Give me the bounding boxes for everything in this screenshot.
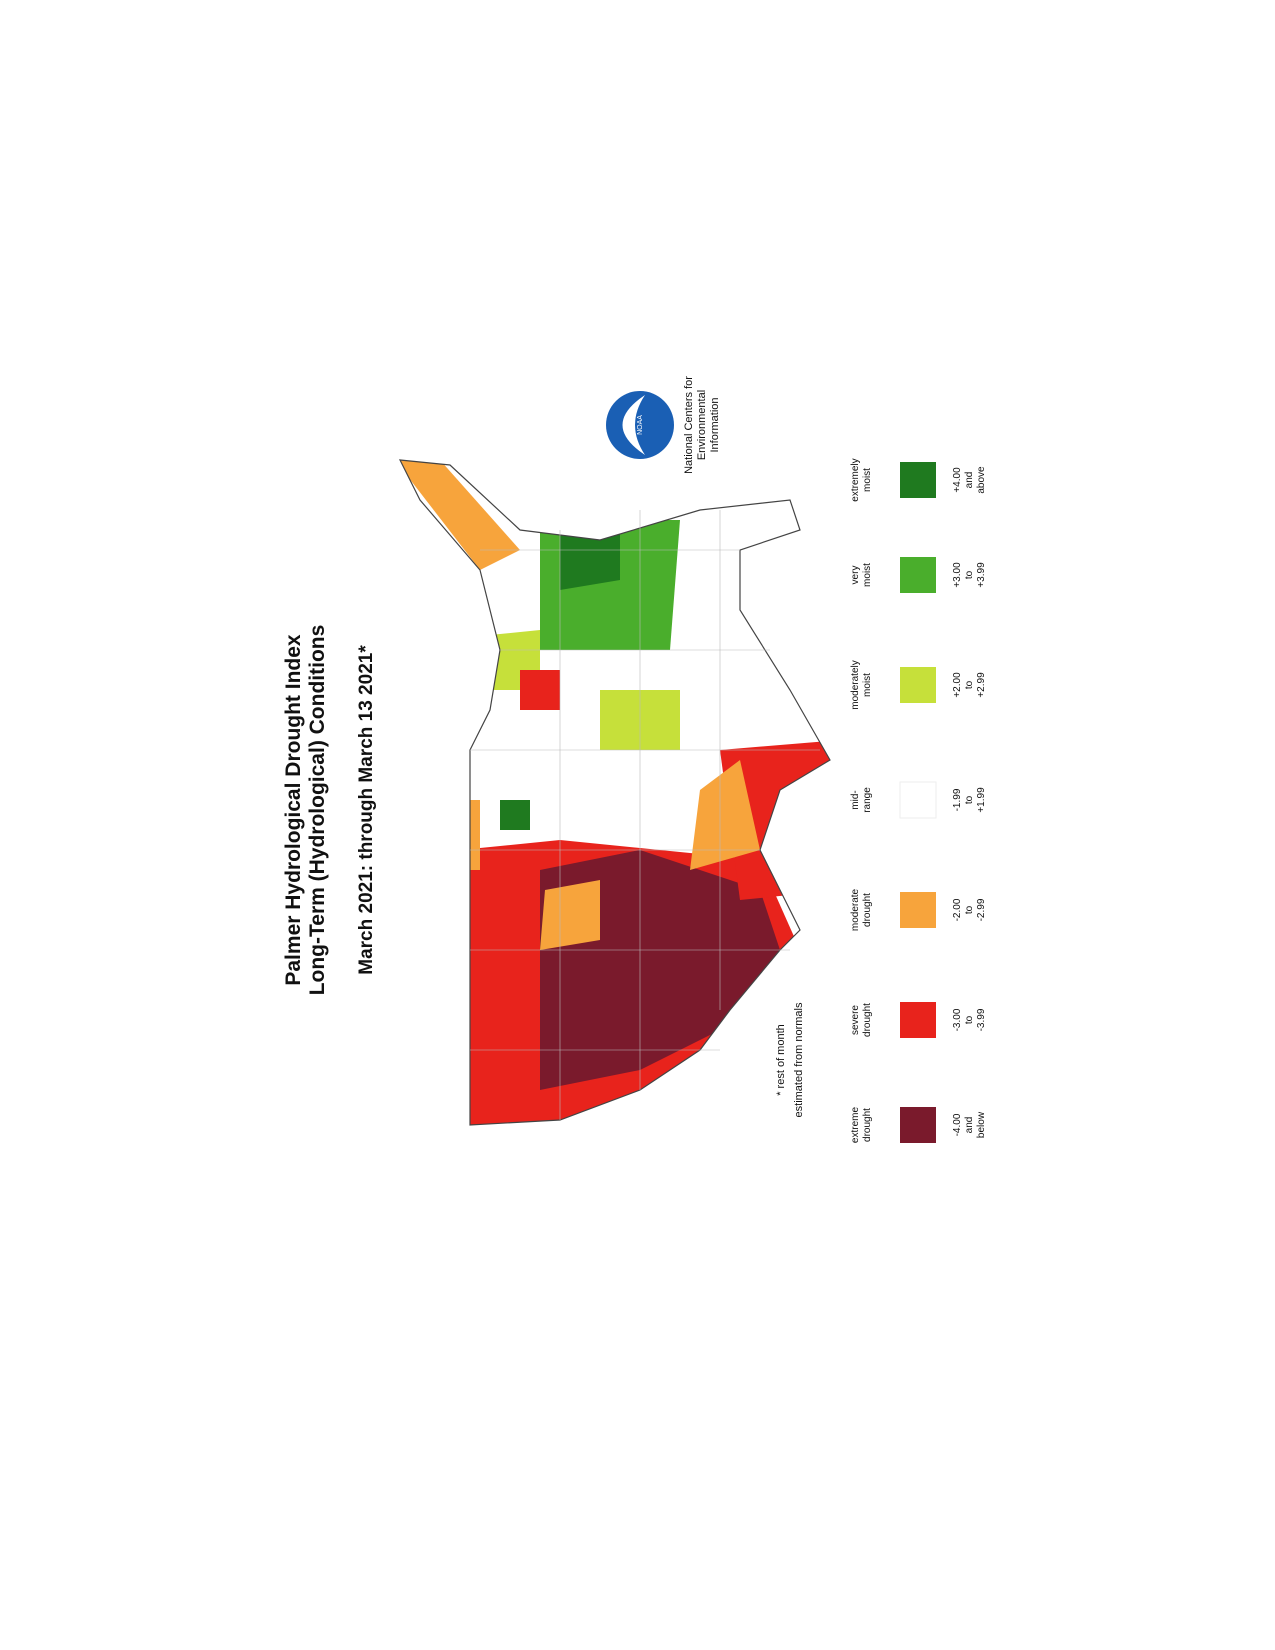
subtitle: March 2021: through March 13 2021* [356, 645, 377, 975]
legend-range: -1.99 [952, 788, 963, 811]
legend-range: to [964, 680, 975, 689]
legend-swatch [900, 557, 936, 593]
legend-range: to [964, 905, 975, 914]
legend-range: and [964, 1117, 975, 1134]
logo-badge: NOAA [637, 415, 644, 435]
legend-swatch [900, 892, 936, 928]
legend-label: drought [862, 893, 873, 927]
legend-swatch [900, 462, 936, 498]
legend-label: mid- [850, 790, 861, 809]
legend-label: extreme [850, 1107, 861, 1144]
logo-text: National Centers for [683, 376, 695, 474]
legend-range: -3.00 [952, 1008, 963, 1031]
title: Palmer Hydrological Drought Index [282, 634, 305, 986]
legend-label: moderate [850, 888, 861, 931]
legend-swatch [900, 1107, 936, 1143]
logo-text: Information [709, 397, 721, 452]
legend-range: -4.00 [952, 1113, 963, 1136]
legend-label: drought [862, 1003, 873, 1037]
legend-label: range [862, 787, 873, 813]
legend-label: moist [862, 563, 873, 587]
legend-range: to [964, 570, 975, 579]
footnote: estimated from normals [793, 1002, 805, 1117]
legend-range: +1.99 [976, 787, 987, 813]
legend-range: -2.99 [976, 898, 987, 921]
legend-range: +3.00 [952, 562, 963, 588]
legend-range: -3.99 [976, 1008, 987, 1031]
legend-swatch [899, 781, 937, 819]
legend-range: below [976, 1111, 987, 1138]
title: Long-Term (Hydrological) Conditions [306, 625, 329, 996]
legend-label: very [850, 566, 861, 585]
legend-label: moderately [850, 660, 861, 709]
legend-range: to [964, 1015, 975, 1024]
legend-range: to [964, 795, 975, 804]
legend-range: +2.99 [976, 672, 987, 698]
logo: NOAA National Centers for Environmental … [606, 376, 721, 474]
legend-range: above [976, 466, 987, 494]
legend-range: +4.00 [952, 467, 963, 493]
legend-range: +2.00 [952, 672, 963, 698]
logo-text: Environmental [696, 390, 708, 460]
legend-swatch [900, 1002, 936, 1038]
legend-range: +3.99 [976, 562, 987, 588]
legend-label: moist [862, 468, 873, 492]
legend-range: and [964, 472, 975, 489]
legend-label: severe [850, 1005, 861, 1035]
legend-swatch [900, 667, 936, 703]
legend-range: -2.00 [952, 898, 963, 921]
legend-label: moist [862, 673, 873, 697]
footnote: * rest of month [775, 1024, 787, 1096]
legend-label: drought [862, 1108, 873, 1142]
legend-label: extremely [850, 458, 861, 501]
rotated-content: Palmer Hydrological Drought Index Long-T… [282, 376, 987, 1143]
